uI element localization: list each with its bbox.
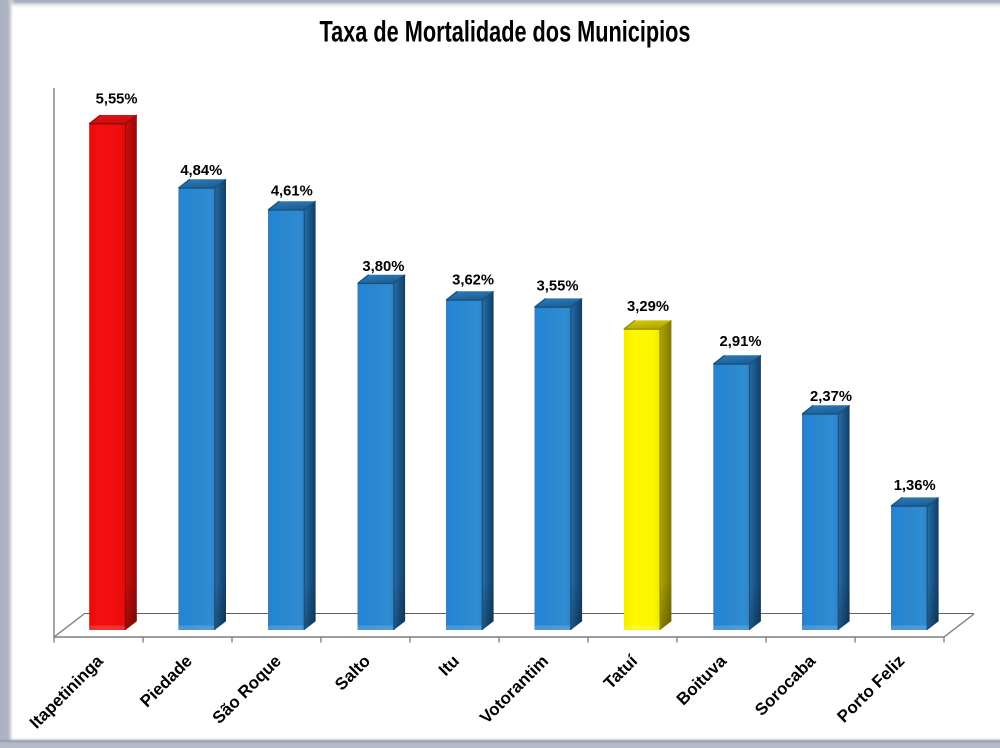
svg-text:3,80%: 3,80% [362, 259, 404, 275]
svg-text:3,29%: 3,29% [627, 299, 669, 315]
svg-text:4,61%: 4,61% [271, 183, 313, 199]
svg-text:Taxa de Mortalidade dos Munici: Taxa de Mortalidade dos Municipios [320, 15, 691, 48]
svg-text:2,37%: 2,37% [810, 389, 852, 405]
svg-text:4,84%: 4,84% [180, 163, 222, 179]
svg-text:5,55%: 5,55% [96, 92, 138, 108]
svg-text:1,36%: 1,36% [894, 478, 936, 494]
svg-text:3,62%: 3,62% [452, 273, 494, 289]
svg-text:3,55%: 3,55% [537, 278, 579, 294]
svg-text:2,91%: 2,91% [720, 334, 762, 350]
